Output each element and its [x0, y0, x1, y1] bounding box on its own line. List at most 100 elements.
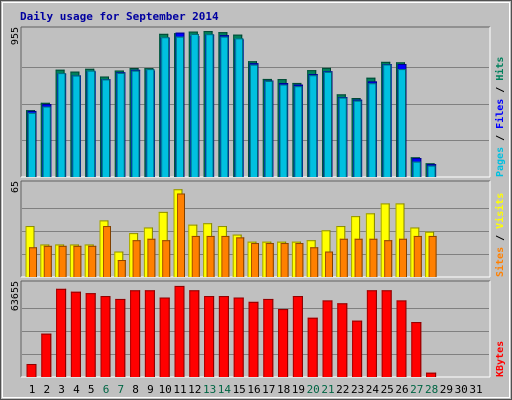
- bar-sites-day-5-face: [88, 245, 97, 277]
- bar-kbytes-day-15-top-edge: [233, 297, 244, 299]
- bar-sites-day-23-top-edge: [354, 238, 363, 240]
- bar-hits-day-27-left-edge: [410, 157, 412, 177]
- bar-sites-day-3-face: [58, 245, 67, 277]
- day-label-9: 9: [147, 383, 154, 396]
- bar-kbytes-day-1-top-edge: [26, 363, 37, 365]
- bar-hits-day-16-top-edge: [248, 61, 257, 63]
- bar-pages-day-24: [368, 83, 377, 177]
- bar-pages-day-22-top-edge: [338, 97, 347, 99]
- day-label-4: 4: [73, 383, 80, 396]
- bar-visits-day-19-left-edge: [291, 241, 293, 277]
- bar-pages-day-11: [176, 36, 184, 177]
- bar-kbytes-day-8: [130, 290, 141, 377]
- bar-pages-day-8-face: [131, 70, 140, 177]
- bar-sites-day-16-face: [251, 243, 259, 277]
- legend-separator: /: [495, 129, 506, 147]
- bar-hits-day-2-top-edge: [40, 102, 50, 104]
- bar-pages-day-27-right-edge: [419, 161, 421, 177]
- bar-pages-day-4-left-edge: [72, 75, 74, 177]
- bar-sites-day-2-top-edge: [43, 245, 52, 247]
- bar-pages-day-17: [264, 80, 273, 177]
- bar-sites-day-11-top-edge: [177, 193, 185, 195]
- bar-visits-day-27-top-edge: [410, 227, 420, 229]
- bar-sites-day-6-top-edge: [103, 226, 111, 228]
- bar-hits-day-19-top-edge: [292, 82, 302, 84]
- bar-files-day-19-top-edge: [293, 84, 303, 86]
- bar-pages-day-3-left-edge: [57, 73, 59, 177]
- bar-pages-day-5: [87, 70, 96, 177]
- bar-kbytes-day-27-right-edge: [420, 322, 422, 377]
- bar-pages-day-27-left-edge: [412, 161, 414, 177]
- bar-visits-day-7-left-edge: [114, 251, 116, 277]
- bar-kbytes-day-16-left-edge: [248, 301, 250, 377]
- bar-sites-day-11-right-edge: [184, 193, 185, 277]
- bar-sites-day-22-face: [339, 238, 348, 277]
- bar-hits-day-25-top-edge: [381, 61, 391, 63]
- bar-visits-day-16-top-edge: [247, 241, 257, 243]
- bar-kbytes-day-1-face: [26, 363, 37, 377]
- bar-kbytes-day-25-left-edge: [381, 290, 383, 377]
- bar-hits-day-4-left-edge: [70, 71, 72, 177]
- bar-kbytes-day-14-right-edge: [227, 296, 229, 377]
- bar-hits-day-1-left-edge: [26, 110, 27, 177]
- bar-pages-day-5-top-edge: [87, 70, 96, 72]
- bar-kbytes-day-27-top-edge: [411, 322, 422, 324]
- bar-hits-day-4-top-edge: [70, 71, 80, 73]
- bar-sites-day-18-top-edge: [280, 243, 289, 245]
- bar-visits-day-24-left-edge: [365, 213, 367, 277]
- bar-pages-day-25-top-edge: [383, 64, 392, 66]
- bar-pages-day-8-right-edge: [138, 70, 140, 177]
- bar-visits-day-28-top-edge: [425, 231, 435, 233]
- bar-kbytes-day-9: [144, 290, 155, 377]
- bar-visits-day-11-top-edge: [173, 189, 183, 191]
- bar-pages-day-3-right-edge: [64, 73, 66, 177]
- bar-kbytes-day-9-right-edge: [153, 290, 155, 377]
- bar-visits-day-5-top-edge: [84, 244, 94, 246]
- bar-sites-day-28: [428, 235, 437, 277]
- bar-visits-day-11-left-edge: [173, 189, 175, 277]
- bar-pages-day-13: [205, 34, 214, 177]
- bar-sites-day-10-right-edge: [169, 240, 171, 277]
- bar-kbytes-day-17-left-edge: [263, 298, 265, 377]
- bar-visits-day-4-left-edge: [69, 244, 71, 277]
- bar-sites-day-6-left-edge: [103, 226, 104, 277]
- bar-sites-day-12-left-edge: [191, 235, 193, 277]
- bar-visits-day-2-top-edge: [40, 244, 50, 246]
- bar-pages-day-17-face: [264, 80, 273, 177]
- bar-hits-day-27-top-edge: [410, 157, 420, 159]
- bar-kbytes-day-3: [56, 288, 67, 377]
- day-label-31: 31: [469, 383, 482, 396]
- bar-sites-day-5-top-edge: [88, 245, 97, 247]
- bar-hits-day-18-left-edge: [277, 79, 279, 177]
- bar-kbytes-day-15-right-edge: [242, 297, 244, 377]
- day-label-20: 20: [307, 383, 320, 396]
- bar-pages-day-24-top-edge: [368, 83, 377, 85]
- bar-pages-day-17-left-edge: [264, 80, 266, 177]
- bar-pages-day-20-left-edge: [309, 75, 311, 177]
- bar-pages-day-18-face: [279, 84, 288, 177]
- bar-sites-day-7-left-edge: [117, 260, 119, 277]
- bar-pages-day-24-left-edge: [368, 83, 370, 177]
- bar-pages-day-17-top-edge: [264, 80, 273, 82]
- bar-sites-day-25-left-edge: [384, 240, 386, 277]
- bar-sites-day-12: [191, 235, 200, 277]
- bar-pages-day-15-right-edge: [242, 38, 244, 177]
- bar-sites-day-4-left-edge: [73, 245, 75, 277]
- bar-sites-day-23-right-edge: [361, 238, 363, 277]
- bar-sites-day-11-left-edge: [177, 193, 178, 277]
- bar-pages-day-7: [116, 72, 125, 177]
- bar-sites-day-22: [339, 238, 348, 277]
- bar-sites-day-13-left-edge: [206, 235, 208, 277]
- bar-kbytes-day-23-top-edge: [352, 320, 363, 322]
- bar-pages-day-23-top-edge: [353, 100, 362, 102]
- bar-kbytes-day-13-right-edge: [213, 296, 215, 377]
- bar-kbytes-day-18-face: [278, 309, 289, 377]
- bar-sites-day-8-right-edge: [139, 240, 141, 277]
- bar-visits-day-23-left-edge: [351, 216, 353, 277]
- bar-hits-day-3-left-edge: [55, 69, 57, 177]
- bar-pages-day-6-right-edge: [109, 79, 110, 177]
- bar-kbytes-day-16-face: [248, 301, 259, 377]
- bar-pages-day-16-face: [250, 64, 258, 177]
- bar-kbytes-day-2-face: [41, 333, 52, 377]
- bar-sites-day-17-right-edge: [272, 243, 274, 277]
